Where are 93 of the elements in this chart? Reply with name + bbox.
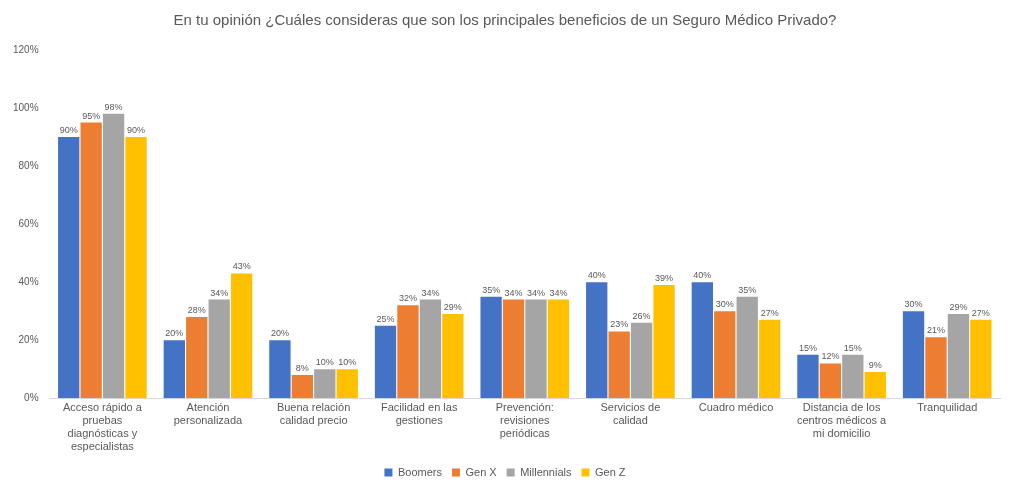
data-label: 27% [971, 307, 990, 318]
data-label: 27% [760, 307, 779, 318]
data-label: 28% [187, 304, 206, 315]
data-label: 20% [165, 328, 184, 339]
data-label: 30% [715, 299, 734, 310]
data-label: 20% [270, 328, 289, 339]
data-label: 34% [421, 287, 440, 298]
data-label: 34% [527, 287, 546, 298]
data-label: 34% [549, 287, 568, 298]
bar [714, 311, 736, 399]
data-label: 34% [210, 287, 229, 298]
data-label: 98% [104, 101, 123, 112]
data-label: 15% [798, 342, 817, 353]
data-label: 10% [338, 357, 357, 368]
bar [502, 299, 525, 399]
bar [691, 282, 713, 399]
bar [925, 337, 947, 399]
x-tick-label: Cuadro médico [698, 400, 774, 413]
bar [547, 299, 570, 399]
x-tick-label: Prevención: revisiones periódicas [495, 400, 554, 440]
bar [314, 369, 336, 399]
data-label: 29% [949, 302, 968, 313]
bar [269, 340, 291, 399]
data-label: 32% [398, 293, 417, 304]
data-label: 90% [59, 125, 78, 136]
data-label: 34% [504, 287, 523, 298]
data-label: 30% [904, 299, 923, 310]
y-tick-label: 20% [18, 333, 39, 345]
bar [442, 314, 464, 399]
bar [419, 299, 442, 399]
legend-label: Gen X [465, 465, 498, 478]
bar [947, 314, 970, 399]
data-label: 26% [632, 310, 651, 321]
bar [397, 305, 419, 399]
y-tick-label: 40% [18, 275, 39, 287]
x-tick-label: Facilidad en las gestiones [380, 400, 458, 427]
bar [525, 299, 547, 399]
data-label: 43% [232, 261, 251, 272]
x-tick-label: Servicios de calidad [600, 400, 661, 427]
bar [653, 285, 675, 399]
data-label: 40% [693, 270, 712, 281]
bar [864, 372, 886, 399]
bar [797, 354, 819, 399]
bar [586, 282, 608, 399]
x-tick-label: Buena relación calidad precio [276, 400, 351, 427]
data-label: 25% [376, 313, 395, 324]
bar [336, 369, 358, 399]
data-label: 21% [926, 325, 945, 336]
bar [208, 299, 230, 399]
data-label: 12% [821, 351, 840, 362]
data-label: 35% [482, 284, 501, 295]
data-label: 23% [610, 319, 629, 330]
bar [842, 354, 864, 399]
bar [759, 319, 781, 399]
legend-label: Millennials [520, 465, 572, 478]
data-label: 10% [315, 357, 334, 368]
y-tick-label: 100% [13, 101, 39, 113]
bar [102, 113, 125, 399]
data-label: 95% [82, 110, 101, 121]
data-label: 15% [843, 342, 862, 353]
y-tick-label: 0% [24, 391, 39, 403]
x-tick-label: Atención personalizada [173, 400, 244, 427]
y-tick-label: 120% [13, 43, 39, 55]
bar [902, 311, 925, 399]
bar [480, 296, 502, 399]
bar [58, 137, 80, 399]
bar [630, 322, 653, 399]
legend-label: Gen Z [594, 465, 626, 478]
chart-title: En tu opinión ¿Cuáles consideras que son los principales beneficios de un Seguro Médico Privado? [173, 11, 837, 29]
legend-label: Boomers [397, 465, 443, 478]
bar [736, 296, 758, 399]
bar [125, 137, 147, 399]
bar [970, 319, 992, 399]
data-label: 9% [868, 360, 882, 371]
bar [608, 331, 630, 399]
bar [163, 340, 185, 399]
y-tick-label: 60% [18, 217, 39, 229]
x-tick-label: Tranquilidad [917, 400, 978, 413]
bar [819, 363, 842, 399]
bar [230, 273, 253, 399]
data-label: 29% [443, 302, 462, 313]
bar [374, 325, 397, 399]
data-label: 90% [127, 125, 146, 136]
x-tick-label: Acceso rápido a pruebas diagnósticas y especialistas [62, 400, 143, 453]
data-label: 35% [738, 284, 757, 295]
data-label: 39% [655, 273, 674, 284]
bar [80, 122, 102, 399]
data-label: 40% [587, 270, 606, 281]
x-tick-label: Distancia de los centros médicos a mi domicilio [796, 400, 888, 440]
bar [291, 374, 314, 399]
y-tick-label: 80% [18, 159, 39, 171]
data-label: 8% [295, 362, 309, 373]
bar [186, 316, 208, 399]
